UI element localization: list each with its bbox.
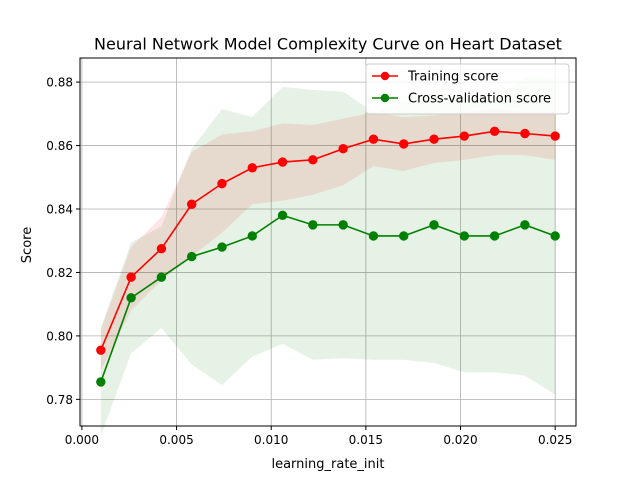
y-tick-label: 0.82	[46, 266, 73, 280]
data-point-series-0	[550, 131, 560, 141]
x-tick-label: 0.010	[254, 433, 288, 447]
x-tick-label: 0.015	[349, 433, 383, 447]
y-tick-label: 0.84	[46, 203, 73, 217]
confidence-band-series-0	[100, 109, 556, 371]
data-point-series-1	[277, 210, 288, 221]
y-axis-label: Score	[20, 227, 35, 263]
data-point-series-1	[156, 272, 167, 282]
data-point-series-1	[186, 251, 197, 262]
data-point-series-1	[308, 220, 318, 230]
x-tick-label: 0.020	[443, 433, 477, 447]
data-point-series-1	[338, 220, 348, 230]
legend-label-0: Training score	[407, 70, 498, 85]
data-point-series-1	[550, 231, 560, 241]
data-point-series-1	[217, 242, 227, 252]
data-point-series-1	[126, 293, 136, 303]
data-point-series-1	[399, 231, 409, 241]
tick-labels: 0.000 0.005 0.010 0.015 0.020 0.025 0.78 0.80 0.…	[46, 76, 572, 447]
data-point-series-0	[186, 199, 197, 209]
y-tick-label: 0.78	[46, 393, 73, 407]
data-point-series-1	[96, 377, 106, 387]
axes	[76, 57, 577, 430]
data-point-series-1	[429, 220, 439, 230]
data-point-series-0	[459, 131, 470, 141]
x-tick-label: 0.025	[538, 433, 572, 447]
data-point-series-0	[277, 157, 288, 167]
data-point-series-0	[308, 155, 318, 165]
data-point-series-0	[126, 272, 136, 282]
x-tick-label: 0.005	[159, 433, 193, 447]
plot-frame	[79, 57, 577, 427]
series-line-0	[100, 130, 556, 351]
data-point-series-0	[368, 134, 379, 144]
data-point-series-0	[399, 139, 409, 149]
confidence-band-series-1	[100, 77, 556, 436]
data-point-series-1	[368, 231, 379, 241]
y-tick-label: 0.86	[46, 139, 73, 153]
legend-swatch-marker-0	[380, 71, 390, 81]
data-point-series-1	[489, 231, 500, 241]
series-lines	[96, 126, 560, 387]
x-axis-label: learning_rate_init	[271, 457, 384, 472]
legend-box	[365, 63, 570, 115]
data-point-series-1	[520, 220, 530, 230]
data-point-series-0	[429, 134, 439, 144]
data-point-series-0	[489, 126, 500, 136]
legend: Training score Cross-validation score	[365, 63, 570, 115]
grid-layer	[80, 58, 576, 426]
data-point-series-0	[96, 345, 106, 355]
data-point-series-0	[217, 178, 227, 189]
data-point-series-1	[459, 231, 470, 241]
data-point-series-1	[247, 231, 257, 241]
data-point-series-0	[156, 243, 167, 254]
chart-title: Neural Network Model Complexity Curve on…	[94, 35, 562, 54]
data-point-series-0	[338, 144, 348, 154]
series-line-1	[100, 214, 556, 383]
legend-swatch-marker-1	[380, 93, 390, 103]
legend-label-1: Cross-validation score	[408, 92, 551, 107]
data-point-series-0	[520, 128, 530, 139]
x-tick-label: 0.000	[65, 433, 99, 447]
y-tick-label: 0.80	[46, 329, 73, 343]
data-point-series-0	[247, 163, 257, 173]
confidence-bands	[100, 77, 556, 436]
y-tick-label: 0.88	[46, 76, 73, 90]
